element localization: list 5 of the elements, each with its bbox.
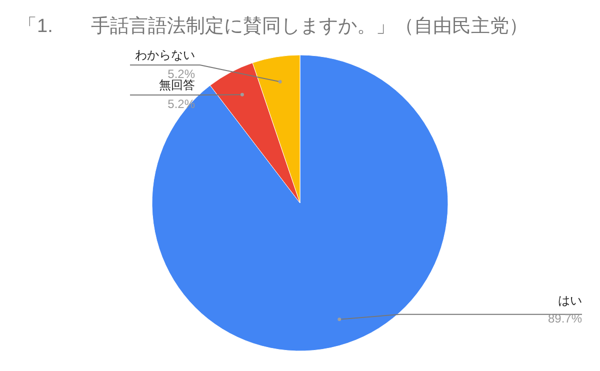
slice-label: はい [558,293,582,308]
chart-title: 「1. 手話言語法制定に賛同しますか。」（自由民主党） [18,15,528,37]
data-label: 5.2% [168,67,196,81]
slice-label: わからない [135,48,195,62]
slice-label: 無回答 [159,78,195,92]
